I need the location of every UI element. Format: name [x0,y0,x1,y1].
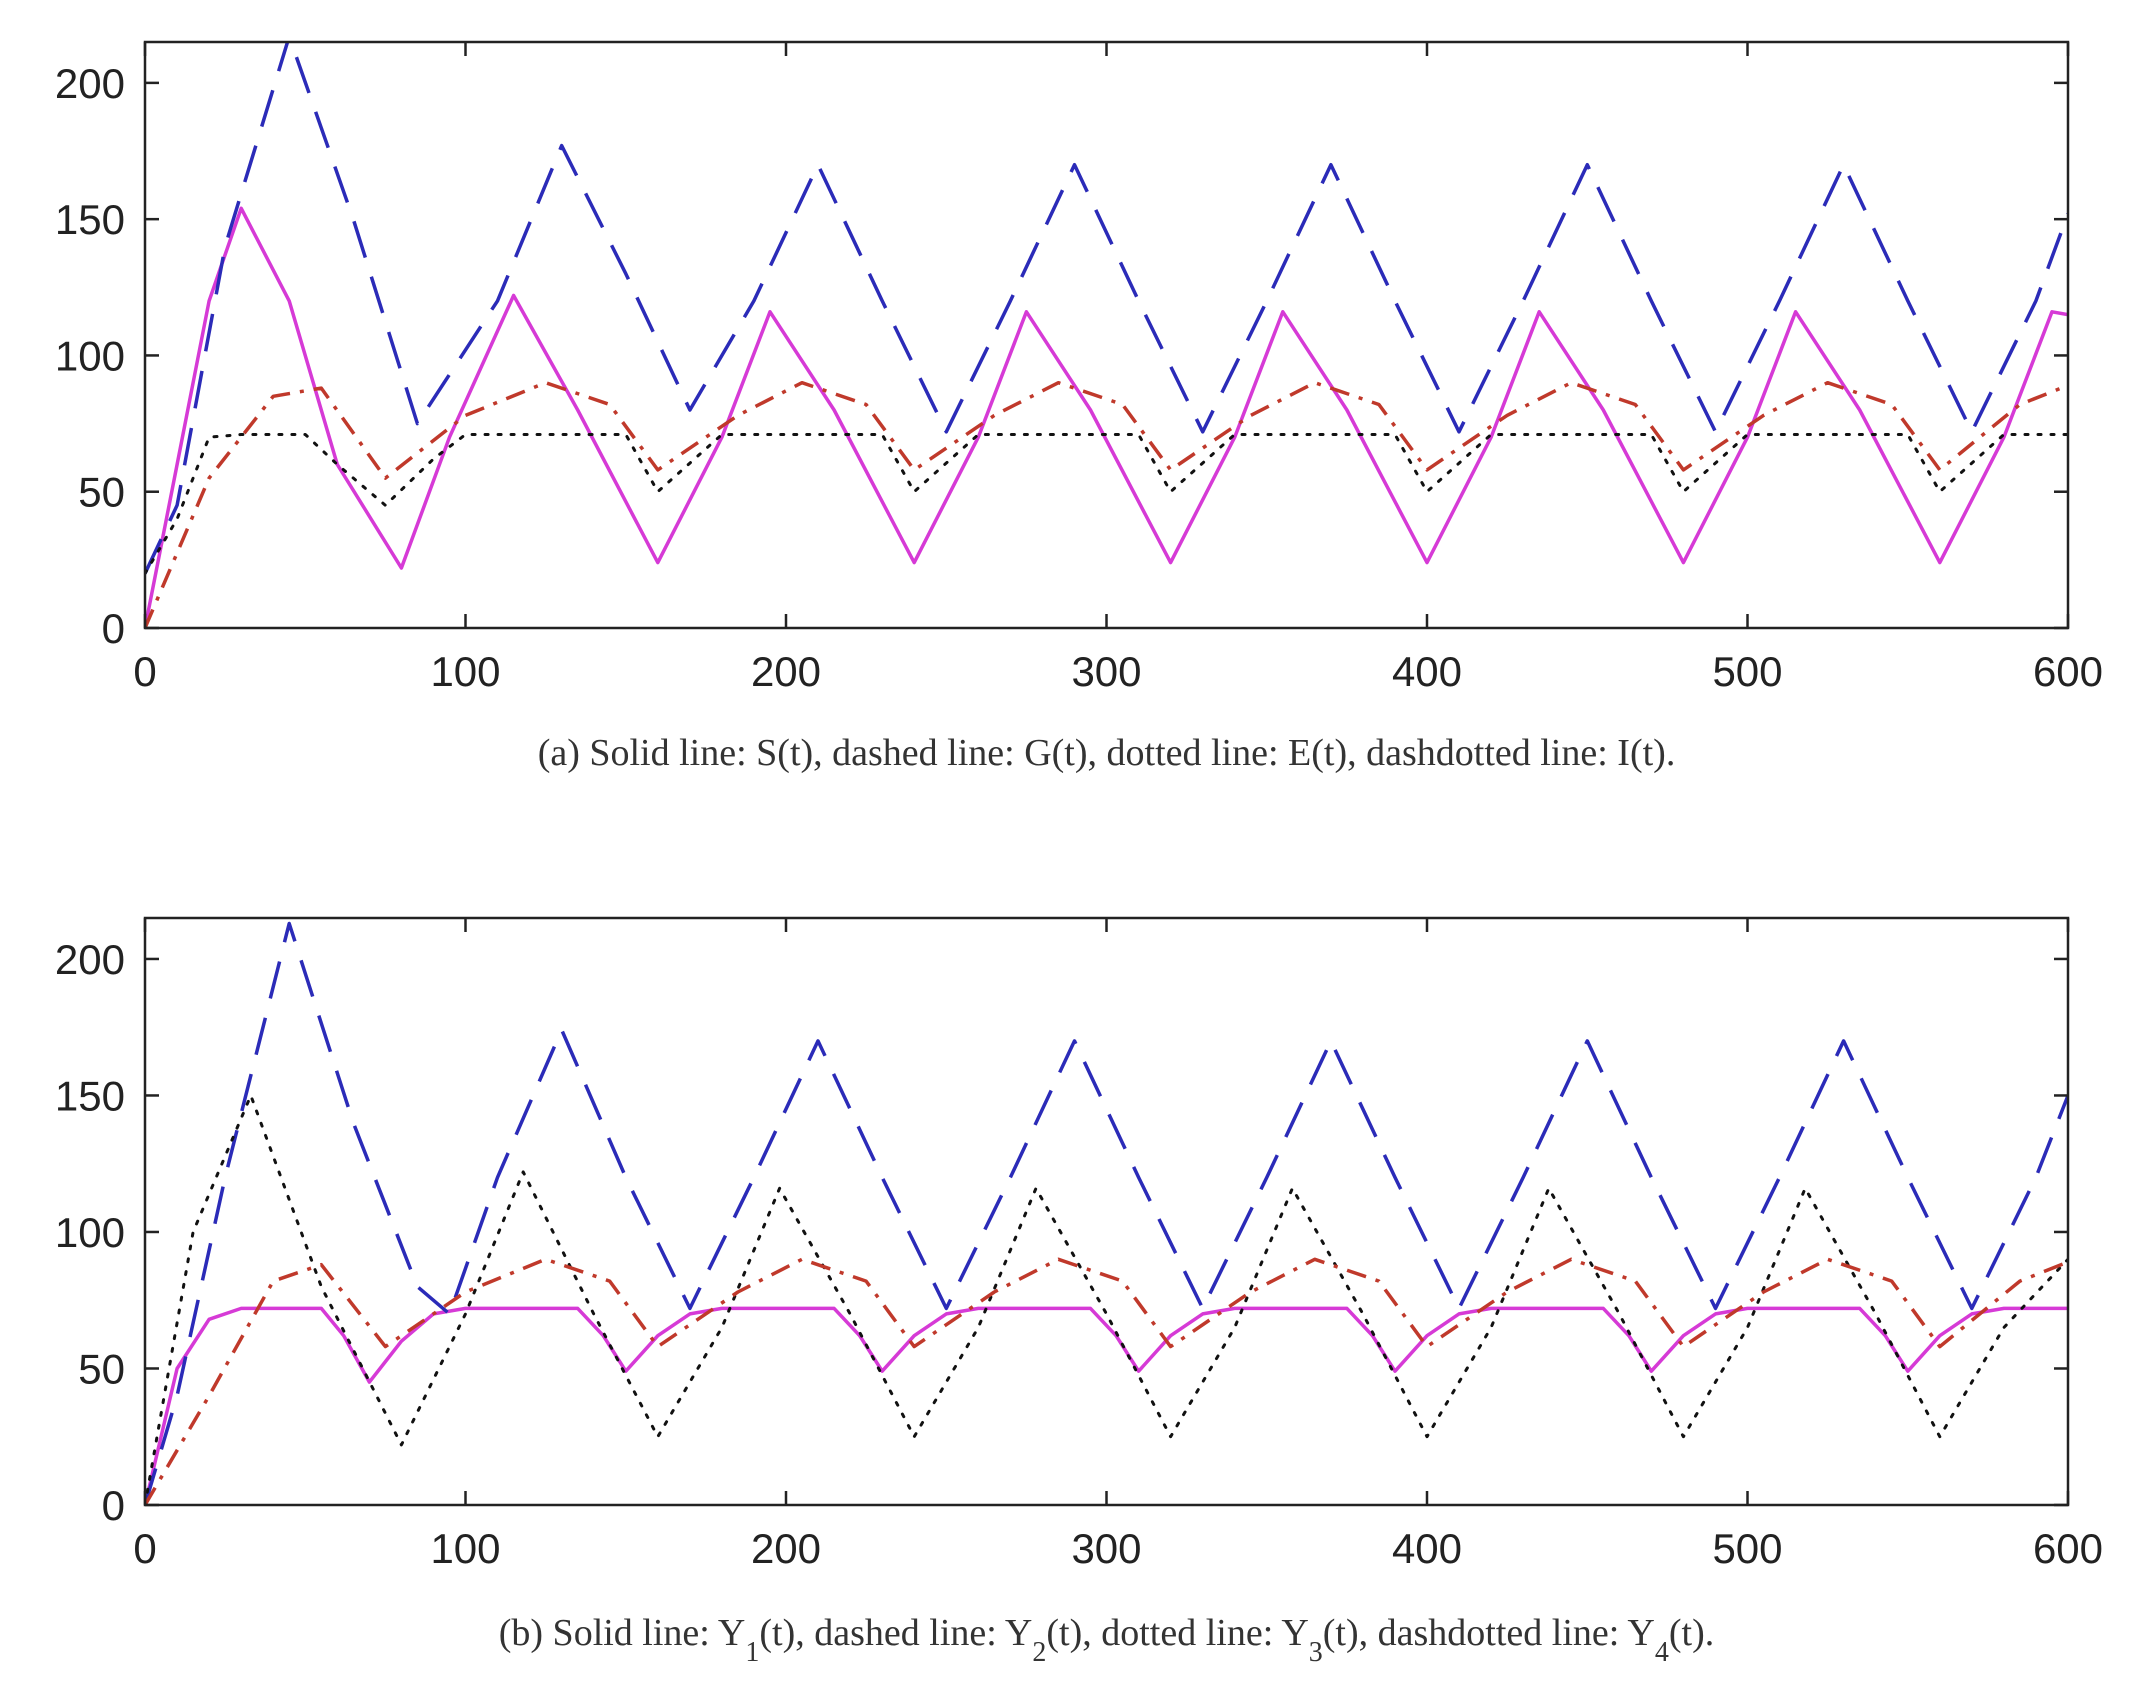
series-line-y4-t [145,1257,2068,1505]
series-group [145,42,2068,628]
series-line-s-t [145,206,2068,628]
y-tick-label: 150 [55,1072,125,1119]
y-tick-label: 100 [55,332,125,379]
series-line-y1-t [145,1306,2068,1505]
x-tick-label: 200 [751,1525,821,1572]
x-tick-label: 400 [1392,648,1462,695]
panel-b: 0 100 200 300 400 500 600 0 50 100 150 200 (b) Solid… [55,916,2103,1668]
y-tick-label: 50 [78,1345,125,1392]
y-tick-label: 200 [55,936,125,983]
x-tick-label: 600 [2033,648,2103,695]
x-tick-label: 300 [1071,1525,1141,1572]
x-tick-label: 300 [1071,648,1141,695]
x-tick-label: 0 [133,648,156,695]
y-tick-label: 0 [102,605,125,652]
plot-frame [143,916,2070,1507]
series-line-y2-t [145,921,2068,1505]
x-tick-label: 200 [751,648,821,695]
series-group [145,921,2068,1505]
y-tick-label: 100 [55,1209,125,1256]
x-tick-label: 500 [1712,1525,1782,1572]
series-line-y3-t [145,1094,2068,1505]
x-tick-label: 500 [1712,648,1782,695]
x-tick-label: 400 [1392,1525,1462,1572]
series-line-g-t [145,42,2068,575]
series-line-e-t [145,433,2068,575]
x-tick-label: 0 [133,1525,156,1572]
y-tick-label: 50 [78,469,125,516]
series-line-i-t [145,380,2068,628]
panel-caption: (a) Solid line: S(t), dashed line: G(t),… [538,732,1676,774]
panel-a: 0 100 200 300 400 500 600 0 50 100 150 200 (a) Solid… [55,40,2103,774]
panel-caption: (b) Solid line: Y1(t), dashed line: Y2(t… [499,1612,1714,1668]
plot-frame [143,40,2070,630]
y-tick-label: 200 [55,60,125,107]
x-tick-label: 100 [430,648,500,695]
y-tick-label: 150 [55,196,125,243]
x-tick-label: 100 [430,1525,500,1572]
y-tick-label: 0 [102,1482,125,1529]
x-tick-label: 600 [2033,1525,2103,1572]
